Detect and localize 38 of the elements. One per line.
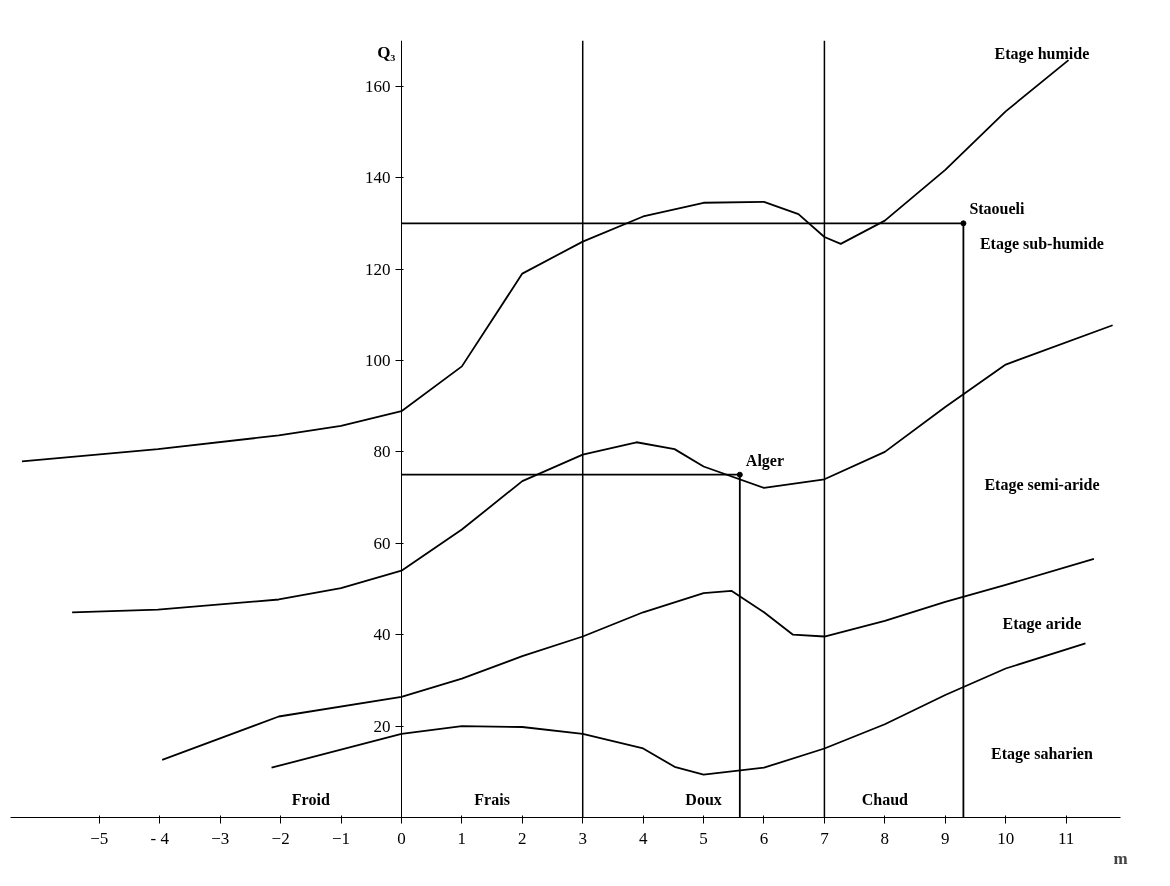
x-tick-label: 4 <box>638 828 648 848</box>
annotation: Etage saharien <box>991 744 1093 763</box>
annotation: Froid <box>291 790 330 808</box>
x-axis-title: m <box>1113 848 1128 868</box>
x-tick-label: 11 <box>1057 828 1075 848</box>
annotation: Etage sub-humide <box>979 234 1104 253</box>
x-tick-label: 0 <box>397 828 406 848</box>
x-tick-label: −2 <box>271 828 290 848</box>
x-tick-label: 10 <box>997 828 1015 848</box>
y-tick-label: 60 <box>373 533 391 553</box>
y-tick-label: 80 <box>373 442 391 462</box>
annotation: Doux <box>685 790 722 808</box>
x-tick-label: 8 <box>880 828 890 848</box>
y-tick-label: 20 <box>373 716 391 736</box>
x-tick-label: 2 <box>518 828 527 848</box>
y-tick-label: 100 <box>364 350 391 370</box>
annotation: Chaud <box>861 790 909 808</box>
y-tick-label: 40 <box>373 625 391 645</box>
x-tick-label: 9 <box>941 828 950 848</box>
series-label: Alger <box>745 451 785 470</box>
annotation: Frais <box>474 790 510 808</box>
series-label: Staoueli <box>969 200 1026 218</box>
x-tick-label: −5 <box>90 828 109 848</box>
annotation: Etage aride <box>1002 615 1082 634</box>
x-tick-label: −3 <box>211 828 230 848</box>
x-tick-label: −1 <box>331 828 351 848</box>
annotation: Etage humide <box>994 44 1090 63</box>
y-tick-label: 120 <box>364 259 391 279</box>
annotation: Etage semi-aride <box>984 476 1100 495</box>
y-tick-label: 140 <box>364 168 391 188</box>
y-tick-label: 160 <box>364 76 391 96</box>
x-tick-label: 6 <box>759 828 769 848</box>
x-tick-label: 1 <box>457 828 467 848</box>
x-tick-label: 7 <box>820 828 830 848</box>
x-tick-label: - 4 <box>150 828 170 848</box>
y-axis-title: Q₃ <box>377 42 396 62</box>
x-tick-label: 5 <box>699 828 708 848</box>
x-tick-label: 3 <box>578 828 587 848</box>
